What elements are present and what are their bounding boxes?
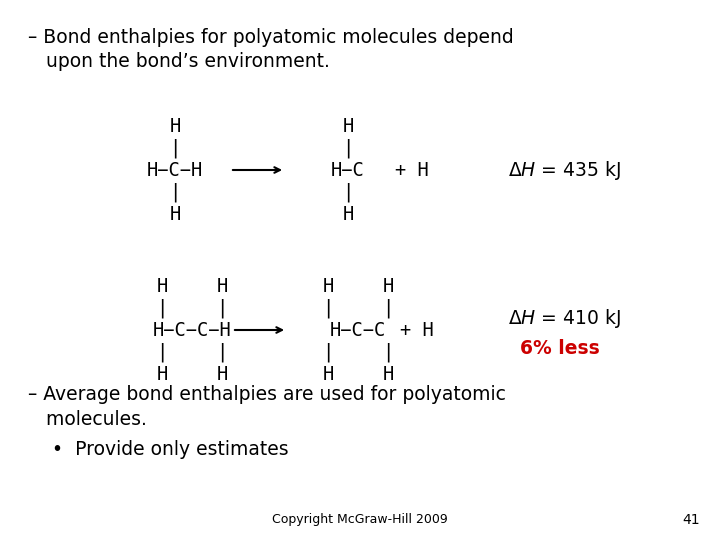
Text: |: | [169, 138, 181, 158]
Text: H−C−C: H−C−C [330, 321, 386, 340]
Text: |: | [217, 298, 228, 318]
Text: $\Delta\mathit{H}$ = 410 kJ: $\Delta\mathit{H}$ = 410 kJ [508, 307, 621, 329]
Text: |: | [323, 298, 333, 318]
Text: $\Delta\mathit{H}$ = 435 kJ: $\Delta\mathit{H}$ = 435 kJ [508, 159, 621, 181]
Text: H: H [217, 276, 228, 295]
Text: 6% less: 6% less [520, 339, 600, 357]
Text: •  Provide only estimates: • Provide only estimates [52, 440, 289, 459]
Text: H: H [382, 364, 394, 383]
Text: |: | [323, 342, 333, 362]
Text: – Average bond enthalpies are used for polyatomic: – Average bond enthalpies are used for p… [28, 385, 506, 404]
Text: 41: 41 [683, 513, 700, 527]
Text: + H: + H [400, 321, 433, 340]
Text: |: | [343, 138, 354, 158]
Text: |: | [156, 342, 168, 362]
Text: |: | [156, 298, 168, 318]
Text: Copyright McGraw-Hill 2009: Copyright McGraw-Hill 2009 [272, 514, 448, 526]
Text: |: | [217, 342, 228, 362]
Text: H: H [217, 364, 228, 383]
Text: upon the bond’s environment.: upon the bond’s environment. [28, 52, 330, 71]
Text: molecules.: molecules. [28, 410, 147, 429]
Text: – Bond enthalpies for polyatomic molecules depend: – Bond enthalpies for polyatomic molecul… [28, 28, 514, 47]
Text: H−C: H−C [331, 160, 365, 179]
Text: H: H [323, 276, 333, 295]
Text: H: H [156, 364, 168, 383]
Text: H: H [169, 205, 181, 224]
Text: H: H [156, 276, 168, 295]
Text: H: H [323, 364, 333, 383]
Text: H: H [169, 117, 181, 136]
Text: + H: + H [395, 160, 428, 179]
Text: |: | [382, 298, 394, 318]
Text: H: H [343, 205, 354, 224]
Text: |: | [382, 342, 394, 362]
Text: H−C−C−H: H−C−C−H [153, 321, 231, 340]
Text: H: H [382, 276, 394, 295]
Text: H−C−H: H−C−H [147, 160, 203, 179]
Text: H: H [343, 117, 354, 136]
Text: |: | [343, 183, 354, 202]
Text: |: | [169, 183, 181, 202]
